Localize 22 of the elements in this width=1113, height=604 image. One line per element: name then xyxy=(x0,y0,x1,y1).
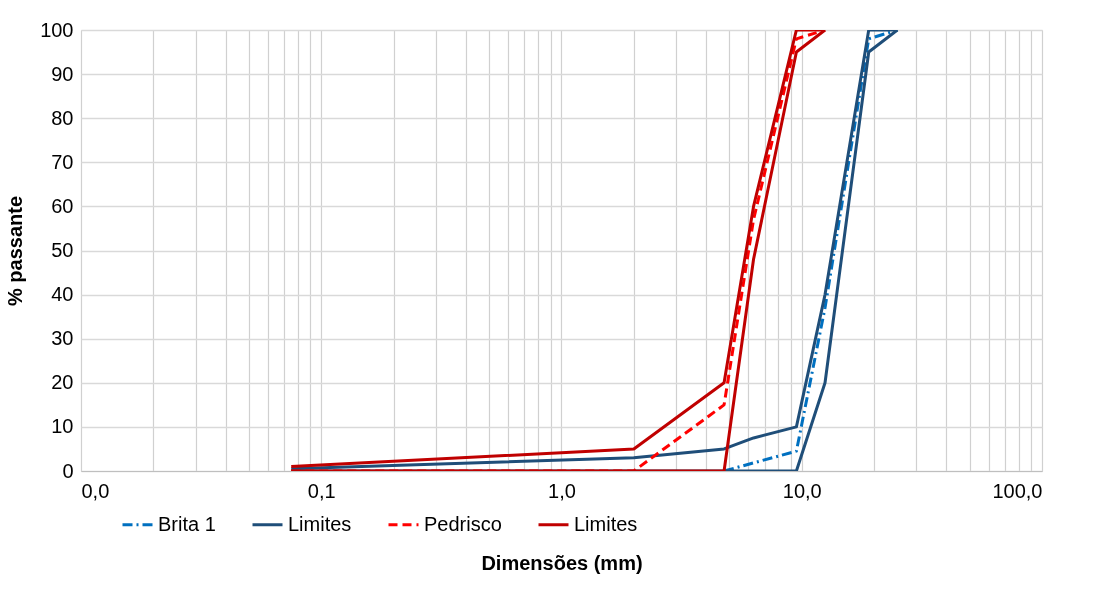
x-tick-label: 10,0 xyxy=(782,479,822,502)
x-tick-label: 100,0 xyxy=(992,479,1043,502)
x-tick-label: 0,0 xyxy=(81,479,110,502)
y-tick-label: 10 xyxy=(51,415,74,438)
y-tick-label: 80 xyxy=(51,106,74,129)
legend-label: Pedrisco xyxy=(424,512,502,535)
legend-label: Brita 1 xyxy=(158,512,216,535)
y-axis-title: % passante xyxy=(4,195,27,307)
y-tick-label: 30 xyxy=(51,327,74,350)
legend-label: Limites xyxy=(288,512,352,535)
legend-label: Limites xyxy=(574,512,638,535)
y-tick-label: 90 xyxy=(51,62,74,85)
x-tick-label: 1,0 xyxy=(548,479,576,502)
y-tick-label: 70 xyxy=(51,150,74,173)
y-tick-label: 0 xyxy=(62,459,74,482)
y-tick-label: 40 xyxy=(51,283,74,306)
y-tick-label: 20 xyxy=(51,371,74,394)
y-tick-label: 100 xyxy=(40,18,74,41)
x-axis-title: Dimensões (mm) xyxy=(481,551,643,574)
y-tick-label: 60 xyxy=(51,194,74,217)
x-tick-label: 0,1 xyxy=(307,479,336,502)
y-tick-label: 50 xyxy=(51,239,74,261)
